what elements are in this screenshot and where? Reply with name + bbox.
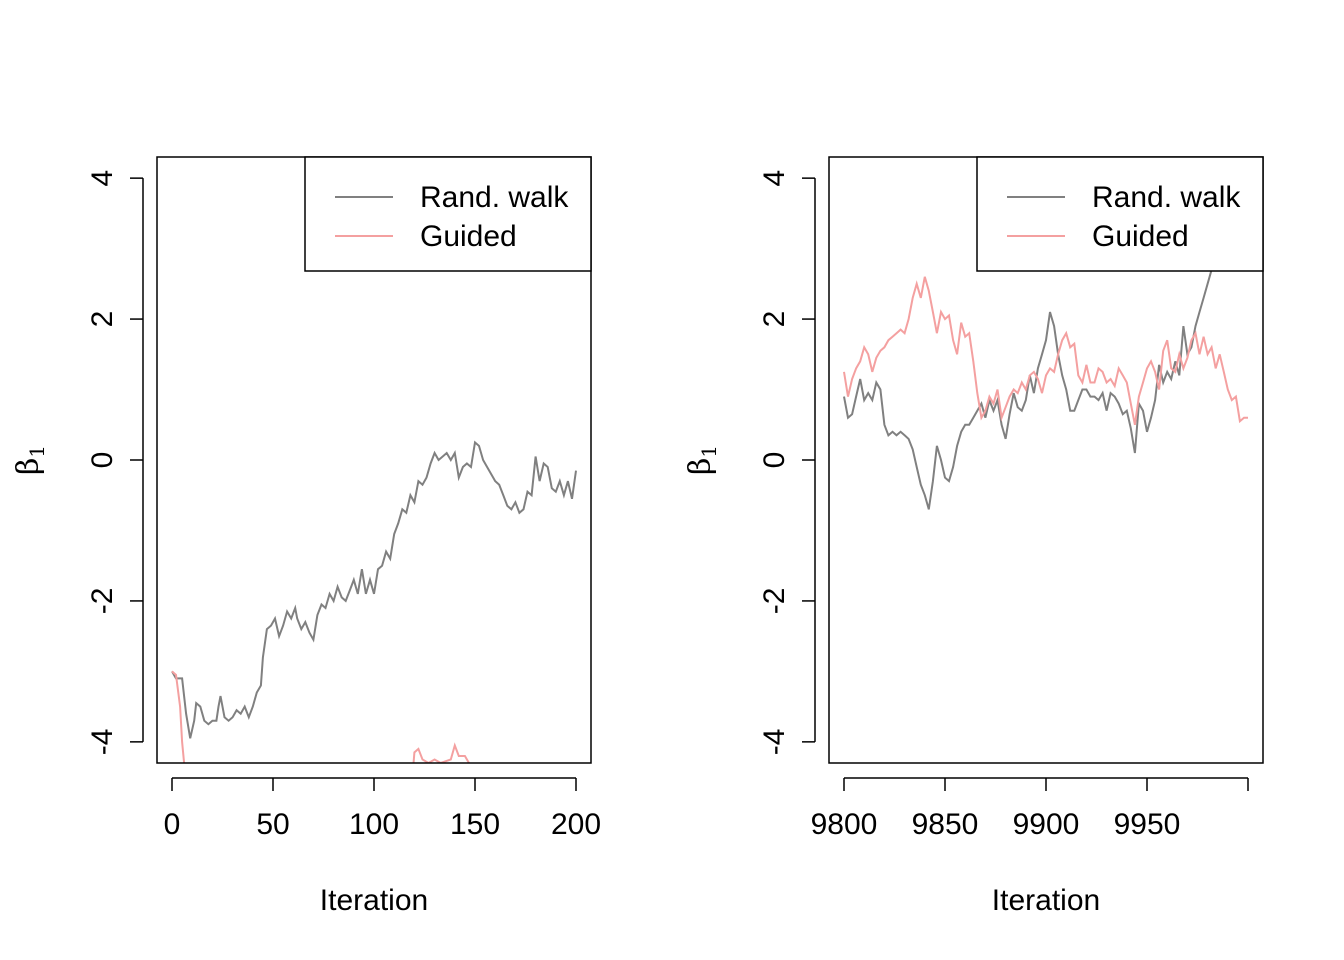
y-axis-label-subscript: 1 <box>697 445 721 458</box>
legend-label: Rand. walk <box>1092 181 1241 214</box>
legend-label: Rand. walk <box>420 181 569 214</box>
y-tick-label: 4 <box>758 170 791 187</box>
y-tick-label: 0 <box>86 452 119 469</box>
x-tick-label: 50 <box>256 808 289 841</box>
series-line-rand-walk <box>171 440 577 739</box>
y-tick-label: -2 <box>758 588 791 615</box>
y-tick-label: 0 <box>758 452 791 469</box>
y-axis: -4 -2 0 2 4 <box>758 170 816 756</box>
y-tick-label: -4 <box>758 729 791 756</box>
legend-label: Guided <box>1092 220 1189 253</box>
x-tick-label: 9800 <box>811 808 878 841</box>
y-tick-label: 2 <box>86 311 119 328</box>
y-axis-label-symbol: β <box>11 458 46 475</box>
series-group <box>843 255 1248 510</box>
legend: Rand. walk Guided <box>304 156 592 272</box>
x-axis: 9800 9850 9900 9950 Iteration <box>811 777 1249 917</box>
legend-box <box>976 156 1264 272</box>
series-group <box>171 440 577 763</box>
y-tick-label: 2 <box>758 311 791 328</box>
x-axis-label: Iteration <box>992 884 1100 917</box>
legend-box <box>304 156 592 272</box>
y-tick-label: 4 <box>86 170 119 187</box>
legend: Rand. walk Guided <box>976 156 1264 272</box>
series-line-guided <box>171 670 471 763</box>
x-tick-label: 100 <box>349 808 399 841</box>
x-tick-label: 9950 <box>1114 808 1181 841</box>
x-tick-label: 9900 <box>1013 808 1080 841</box>
x-tick-label: 150 <box>450 808 500 841</box>
y-axis-label-subscript: 1 <box>25 445 49 458</box>
chart-panel-2: 9800 9850 9900 9950 Iteration -4 -2 0 2 4 β1 Rand. … <box>683 156 1264 917</box>
x-tick-label: 9850 <box>912 808 979 841</box>
y-axis-label-symbol: β <box>683 458 718 475</box>
x-axis: 0 50 100 150 200 Iteration <box>164 777 601 917</box>
x-tick-label: 200 <box>551 808 601 841</box>
x-axis-label: Iteration <box>320 884 428 917</box>
series-line-guided <box>843 276 1248 425</box>
y-tick-label: -4 <box>86 729 119 756</box>
y-axis: -4 -2 0 2 4 <box>86 170 144 756</box>
legend-label: Guided <box>420 220 517 253</box>
y-axis-label: β1 <box>683 445 721 475</box>
y-tick-label: -2 <box>86 588 119 615</box>
x-tick-label: 0 <box>164 808 181 841</box>
chart-panel-1: 0 50 100 150 200 Iteration -4 -2 0 2 4 β1 Rand. walk… <box>11 156 601 917</box>
y-axis-label: β1 <box>11 445 49 475</box>
